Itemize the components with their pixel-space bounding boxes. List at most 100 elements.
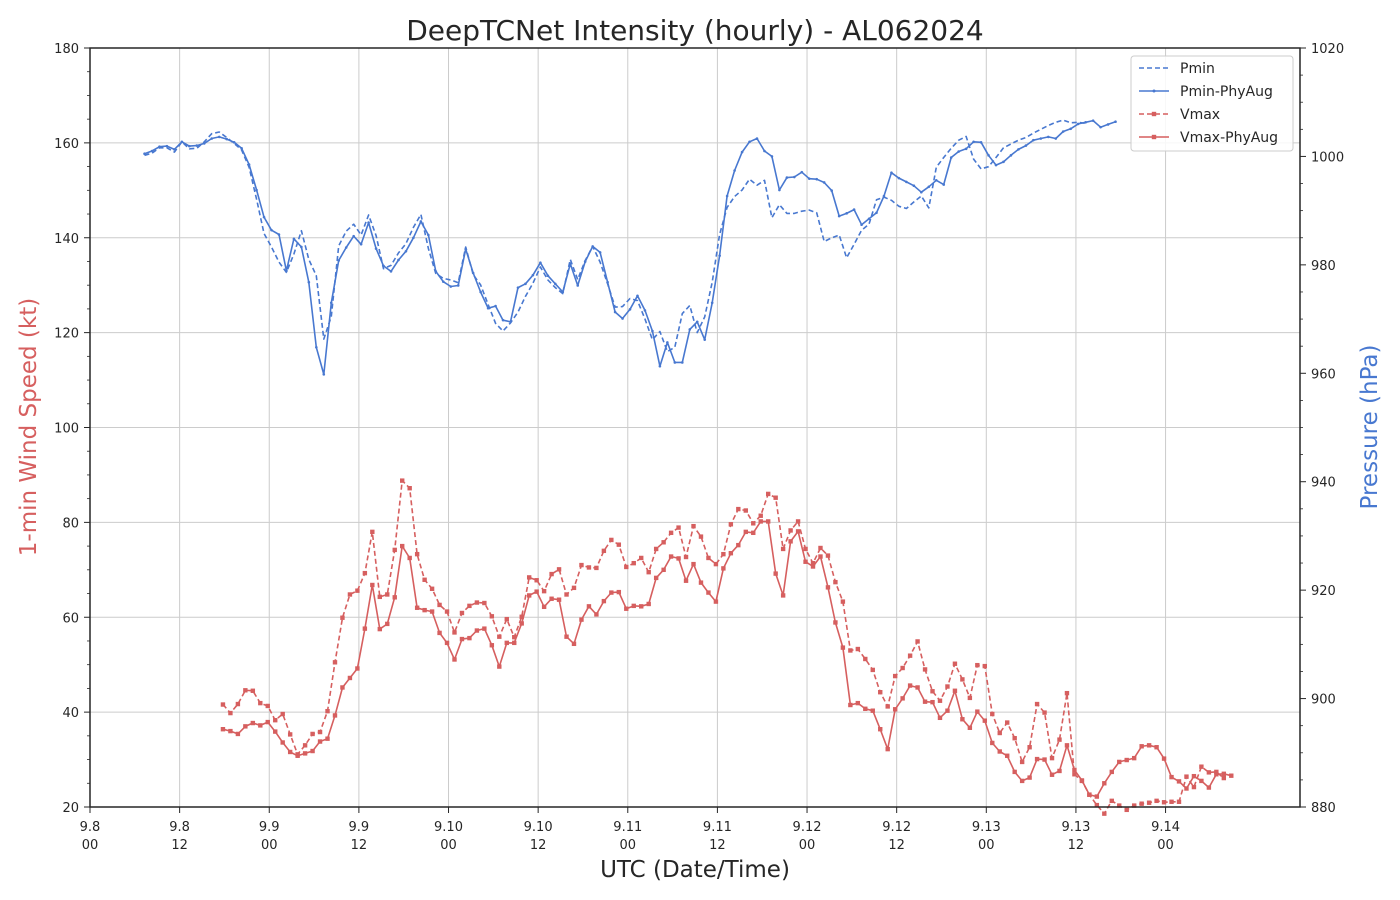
data-point xyxy=(1054,137,1058,140)
data-point xyxy=(385,592,390,597)
data-point xyxy=(733,169,736,172)
series-pmin-phyaug xyxy=(143,119,1117,376)
x-tick-label-hour: 00 xyxy=(1157,838,1174,853)
legend-marker xyxy=(1152,89,1156,93)
data-point xyxy=(1161,800,1167,805)
data-point xyxy=(1169,799,1174,804)
data-point xyxy=(150,149,154,153)
data-point xyxy=(1102,811,1107,816)
legend-marker xyxy=(1151,111,1157,117)
data-point xyxy=(362,626,368,631)
data-point xyxy=(795,529,801,534)
data-point xyxy=(307,280,311,284)
x-tick-label-date: 9.8 xyxy=(169,820,190,835)
legend: Pmin Pmin-PhyAug Vmax Vmax-PhyAug xyxy=(1130,55,1294,152)
data-point xyxy=(414,605,420,610)
data-point xyxy=(825,553,831,558)
data-point xyxy=(273,717,278,723)
data-point xyxy=(830,189,833,192)
legend-label-pmin: Pmin xyxy=(1180,61,1215,77)
data-point xyxy=(1094,802,1100,808)
x-tick-label-hour: 12 xyxy=(171,838,188,853)
data-point xyxy=(676,556,681,561)
data-point xyxy=(972,140,975,144)
data-point xyxy=(855,700,861,706)
data-point xyxy=(594,565,599,571)
data-point xyxy=(377,626,383,632)
data-point xyxy=(1099,125,1102,129)
data-point xyxy=(1184,774,1189,779)
data-point xyxy=(280,740,285,745)
data-point xyxy=(188,144,191,148)
data-point xyxy=(661,540,666,545)
data-point xyxy=(698,580,704,585)
left-y-tick-label: 60 xyxy=(62,611,79,626)
data-point xyxy=(837,214,841,218)
data-point xyxy=(920,190,923,194)
data-point xyxy=(1027,775,1032,780)
data-point xyxy=(1012,769,1017,775)
data-point xyxy=(713,599,719,604)
data-point xyxy=(441,280,445,283)
data-point xyxy=(494,304,497,308)
data-point xyxy=(1229,773,1234,778)
chart-title: DeepTCNet Intensity (hourly) - AL062024 xyxy=(406,14,984,47)
data-point xyxy=(195,144,199,147)
data-point xyxy=(688,328,692,331)
data-point xyxy=(459,610,465,616)
left-y-axis-title: 1-min Wind Speed (kt) xyxy=(16,298,42,556)
data-point xyxy=(412,236,415,240)
data-point xyxy=(1064,743,1070,748)
data-point xyxy=(758,519,763,524)
data-point xyxy=(265,703,270,709)
data-point xyxy=(815,177,819,181)
data-point xyxy=(882,194,886,198)
data-point xyxy=(434,270,438,273)
data-point xyxy=(1027,745,1032,750)
data-point xyxy=(990,740,995,746)
x-tick-label-hour: 00 xyxy=(799,838,816,853)
data-point xyxy=(519,614,524,619)
data-point xyxy=(1221,775,1227,781)
data-point xyxy=(606,280,609,284)
data-point xyxy=(658,364,662,368)
x-tick-label-hour: 12 xyxy=(1068,838,1085,853)
data-point xyxy=(780,546,786,552)
data-point xyxy=(295,753,300,758)
data-point xyxy=(564,592,569,597)
data-point xyxy=(793,175,796,179)
data-point xyxy=(504,640,509,646)
data-point xyxy=(624,606,629,611)
data-point xyxy=(332,660,338,665)
data-point xyxy=(474,600,480,605)
data-point xyxy=(994,163,998,167)
data-point xyxy=(661,567,666,573)
data-point xyxy=(180,140,184,144)
data-point xyxy=(683,554,689,560)
data-point xyxy=(1057,737,1062,742)
data-point xyxy=(770,155,774,158)
data-point xyxy=(302,743,308,748)
data-point xyxy=(848,648,853,653)
right-y-tick-label: 900 xyxy=(1311,693,1336,708)
data-point xyxy=(803,546,808,552)
data-point xyxy=(751,521,756,526)
x-tick-label-date: 9.12 xyxy=(882,820,911,835)
data-point xyxy=(1061,130,1065,133)
data-point xyxy=(534,589,539,594)
data-point xyxy=(456,284,460,287)
data-point xyxy=(467,603,472,609)
data-point xyxy=(922,667,928,672)
data-point xyxy=(501,318,505,322)
data-point xyxy=(534,578,539,583)
data-point xyxy=(975,662,980,668)
x-tick-label-date: 9.10 xyxy=(434,820,463,835)
data-point xyxy=(1072,772,1077,777)
data-point xyxy=(653,546,659,552)
data-point xyxy=(885,746,890,752)
data-point xyxy=(549,596,554,601)
data-point xyxy=(773,571,778,576)
data-point xyxy=(340,685,345,690)
data-point xyxy=(1091,119,1095,122)
left-y-tick-label: 80 xyxy=(62,516,79,531)
